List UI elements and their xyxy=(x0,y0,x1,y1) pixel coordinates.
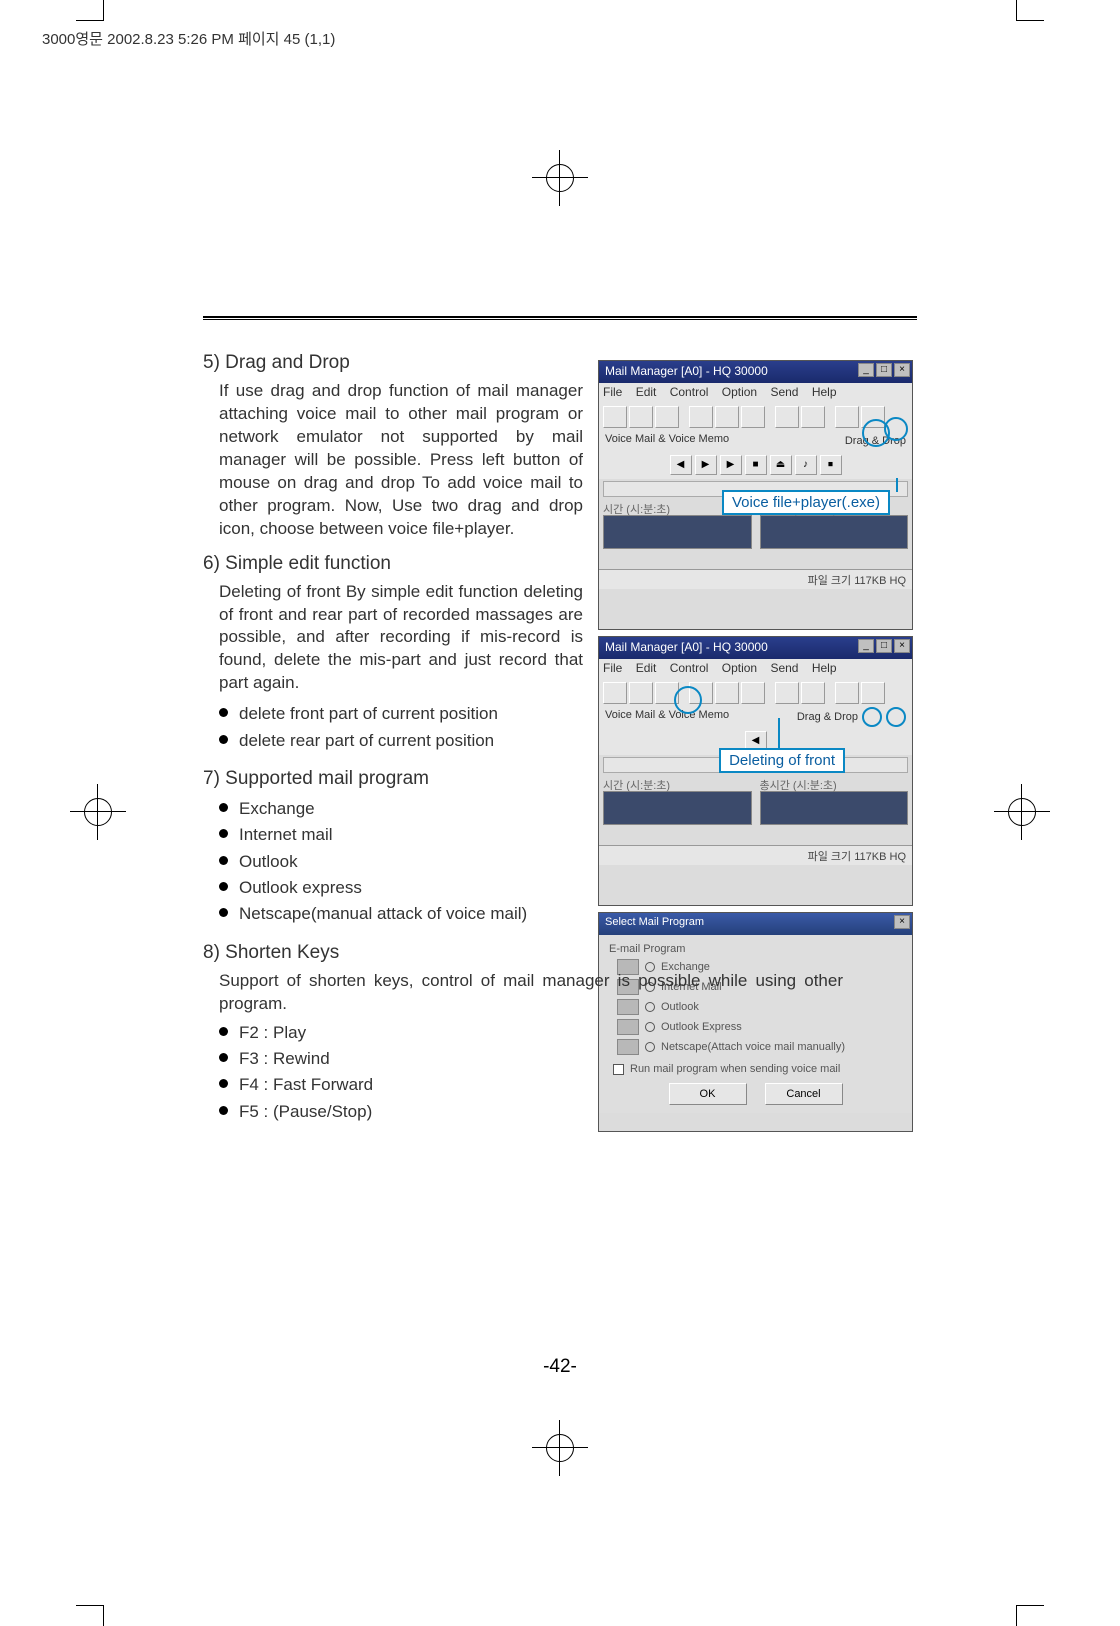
bullet-netscape: Netscape(manual attack of voice mail) xyxy=(219,901,917,927)
print-header-meta: 3000영문 2002.8.23 5:26 PM 페이지 45 (1,1) xyxy=(42,28,335,49)
bullet-f4-fast-forward: F4 : Fast Forward xyxy=(219,1072,917,1098)
bullet-f5-pause-stop: F5 : (Pause/Stop) xyxy=(219,1099,917,1125)
section-5-title: 5) Drag and Drop xyxy=(203,352,917,374)
section-6-body: Deleting of front By simple edit functio… xyxy=(203,581,583,696)
crop-mark xyxy=(103,0,104,20)
crop-mark xyxy=(76,1605,104,1606)
registration-mark xyxy=(70,784,126,840)
registration-mark xyxy=(532,150,588,206)
crop-mark xyxy=(1016,1606,1017,1626)
crop-mark xyxy=(1016,20,1044,21)
section-5-body: If use drag and drop function of mail ma… xyxy=(203,380,583,541)
section-7-title: 7) Supported mail program xyxy=(203,768,917,790)
page-body: 5) Drag and Drop If use drag and drop fu… xyxy=(203,352,917,1382)
section-6-title: 6) Simple edit function xyxy=(203,553,917,575)
bullet-f3-rewind: F3 : Rewind xyxy=(219,1046,917,1072)
body-top-rule xyxy=(203,316,917,320)
bullet-delete-rear: delete rear part of current position xyxy=(219,728,917,754)
bullet-exchange: Exchange xyxy=(219,796,917,822)
bullet-f2-play: F2 : Play xyxy=(219,1020,917,1046)
bullet-outlook: Outlook xyxy=(219,849,917,875)
bullet-outlook-express: Outlook express xyxy=(219,875,917,901)
registration-mark xyxy=(994,784,1050,840)
section-8-body: Support of shorten keys, control of mail… xyxy=(203,970,843,1016)
bullet-delete-front: delete front part of current position xyxy=(219,701,917,727)
crop-mark xyxy=(76,20,104,21)
page-number: -42- xyxy=(0,1356,1120,1378)
section-8-title: 8) Shorten Keys xyxy=(203,942,917,964)
registration-mark xyxy=(532,1420,588,1476)
crop-mark xyxy=(1016,0,1017,20)
crop-mark xyxy=(1016,1605,1044,1606)
crop-mark xyxy=(103,1606,104,1626)
bullet-internet-mail: Internet mail xyxy=(219,822,917,848)
